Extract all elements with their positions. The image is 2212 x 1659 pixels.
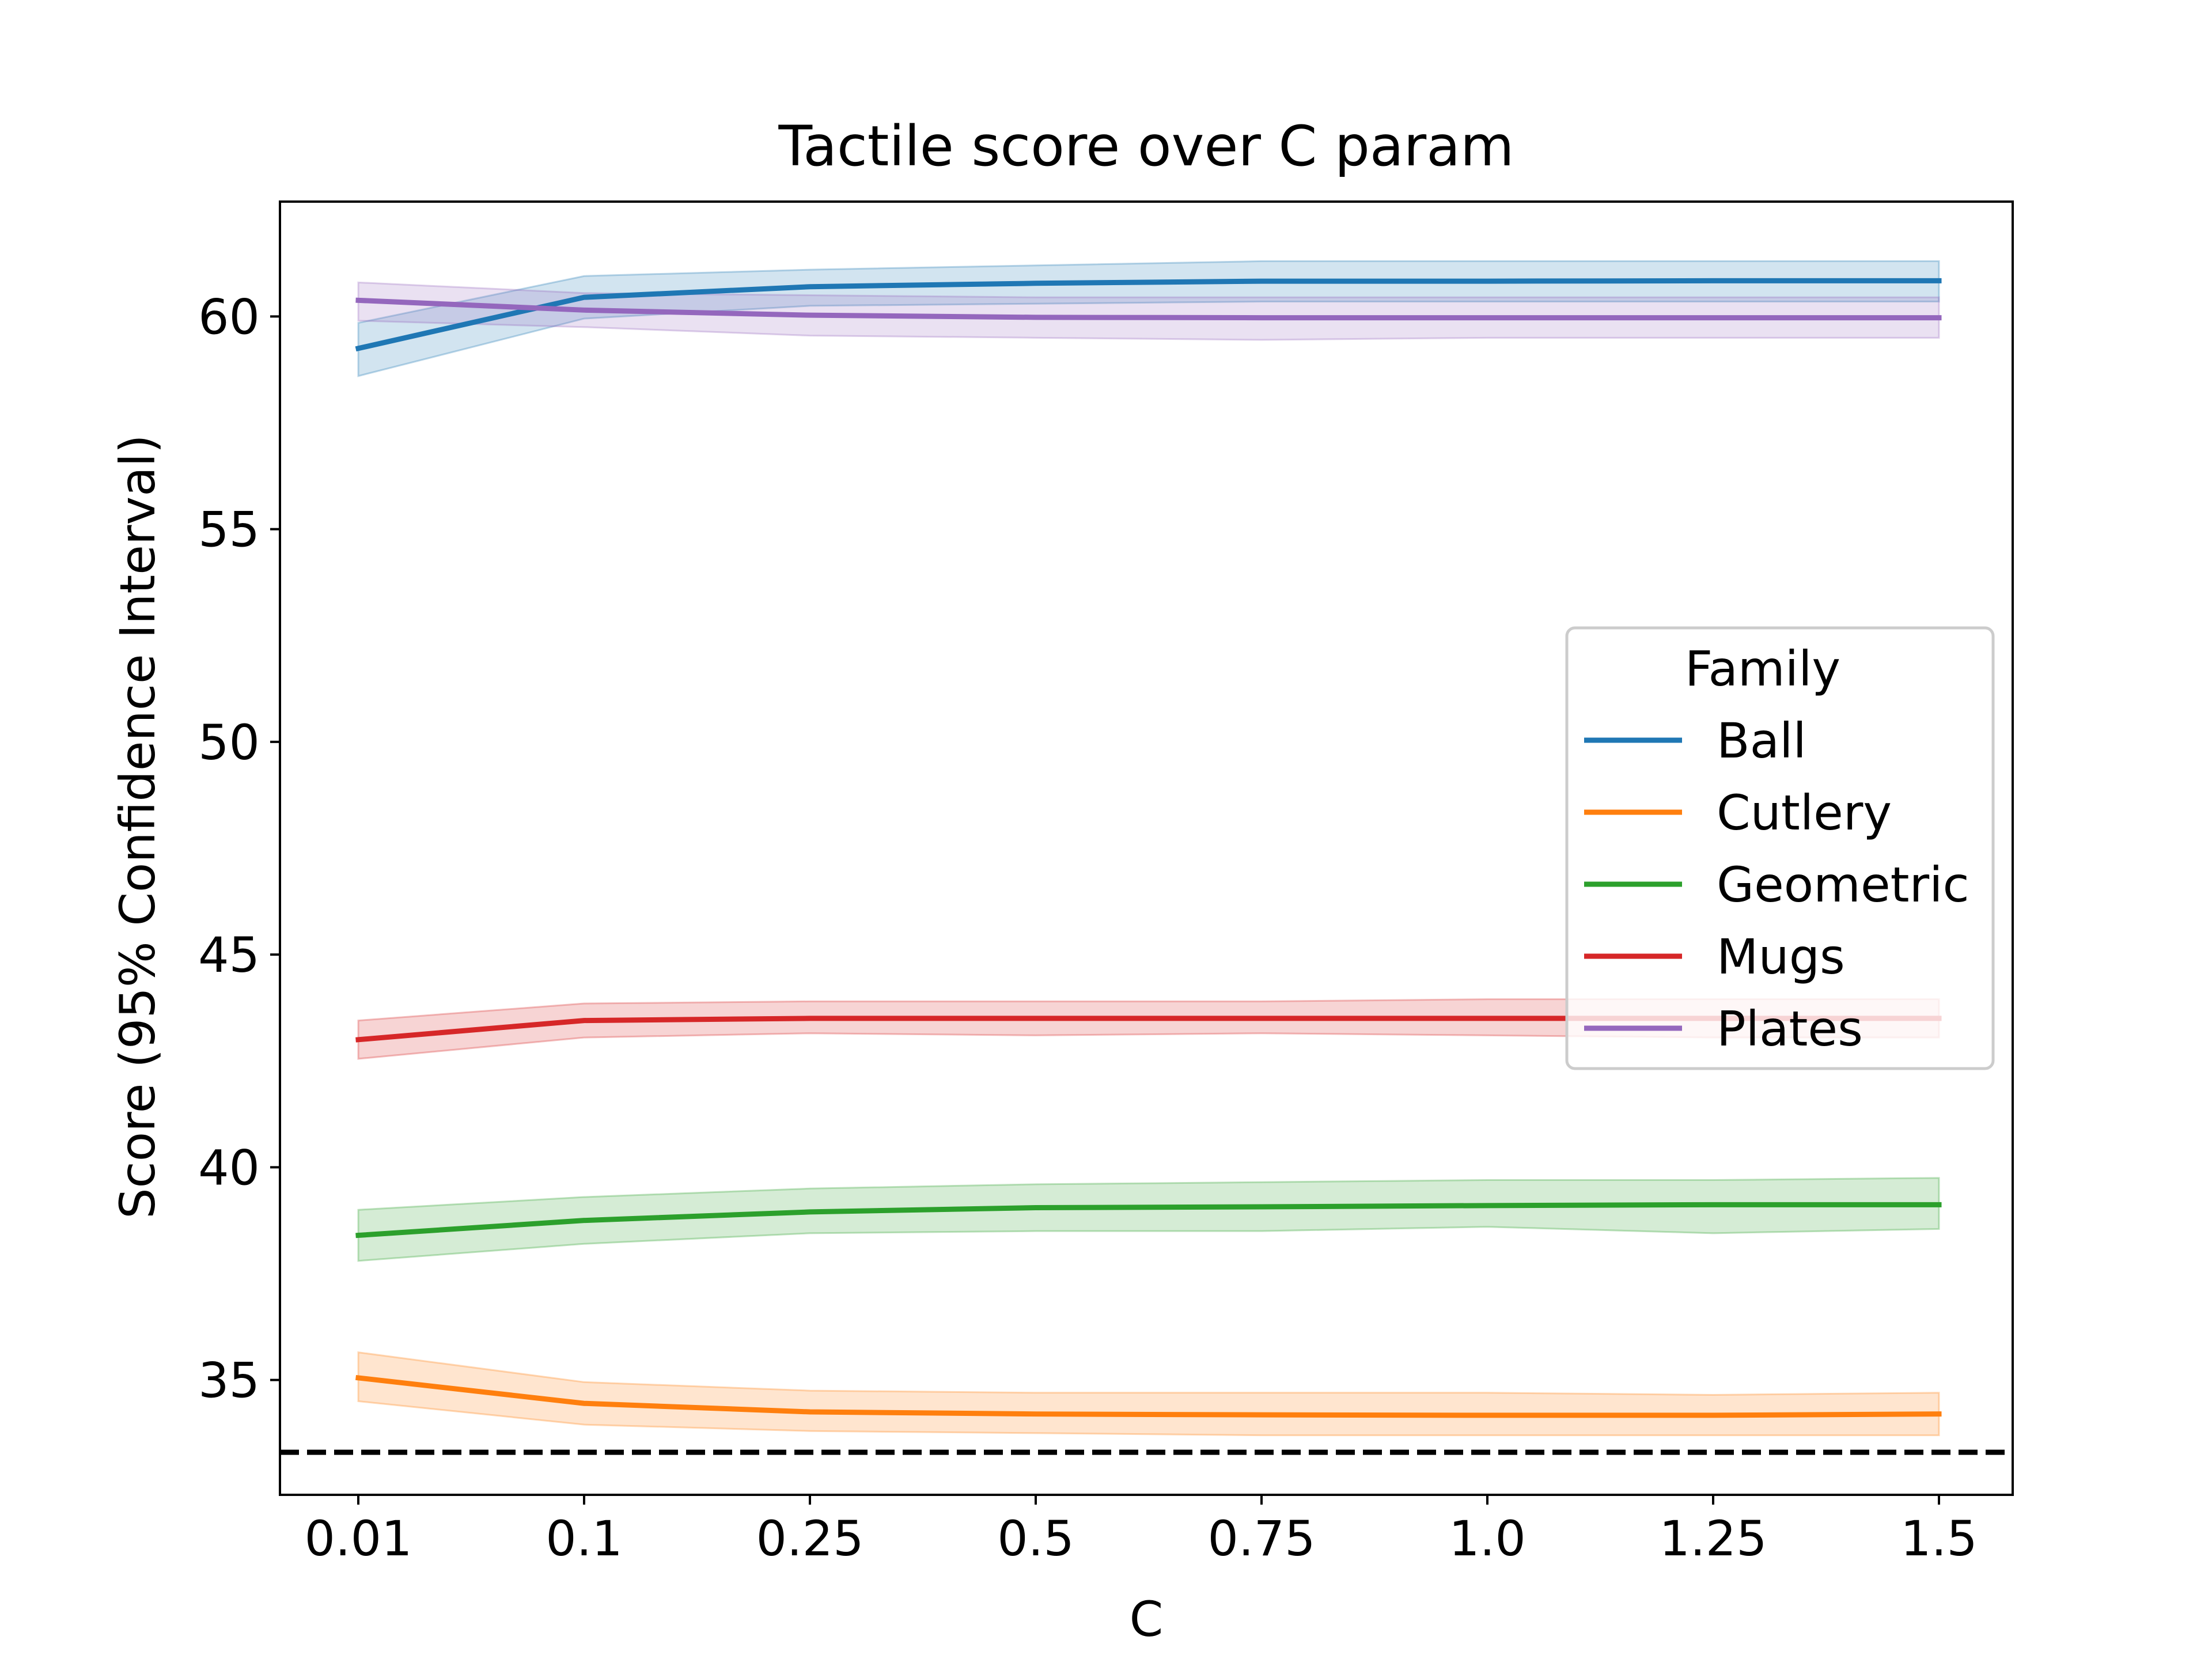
- x-tick-label: 0.75: [1207, 1510, 1315, 1567]
- legend-label-geometric: Geometric: [1717, 857, 1969, 913]
- x-tick-label: 0.25: [756, 1510, 863, 1567]
- legend-label-mugs: Mugs: [1717, 929, 1845, 985]
- ci-band-geometric: [357, 1177, 1940, 1262]
- series-line-geometric: [355, 1202, 1942, 1238]
- y-tick-label: 55: [198, 502, 260, 558]
- chart-title: Tactile score over C param: [778, 114, 1514, 179]
- x-tick-label: 1.25: [1659, 1510, 1767, 1567]
- x-tick-label: 0.01: [304, 1510, 412, 1567]
- y-axis-label: Score (95% Confidence Interval): [109, 434, 166, 1219]
- x-tick-label: 1.0: [1449, 1510, 1526, 1567]
- axes-frame: [279, 200, 2014, 1496]
- series-line-plates: [355, 297, 1942, 321]
- legend-label-plates: Plates: [1717, 1001, 1863, 1057]
- y-tick-label: 60: [198, 289, 260, 345]
- x-tick-label: 1.5: [1900, 1510, 1978, 1567]
- legend-label-cutlery: Cutlery: [1717, 785, 1892, 841]
- x-tick-label: 0.1: [546, 1510, 623, 1567]
- series-line-ball: [355, 278, 1942, 352]
- x-axis-label: C: [1130, 1591, 1164, 1647]
- series-line-cutlery: [355, 1374, 1942, 1418]
- x-tick-label: 0.5: [997, 1510, 1074, 1567]
- ci-band-plates: [357, 281, 1940, 341]
- legend-title: Family: [1685, 641, 1840, 697]
- y-tick-label: 45: [198, 927, 260, 983]
- y-tick-label: 40: [198, 1139, 260, 1196]
- y-tick-label: 35: [198, 1353, 260, 1409]
- y-tick-label: 50: [198, 714, 260, 771]
- legend: Family Ball Cutlery Geometric Mugs Plates: [1565, 626, 1995, 1070]
- legend-label-ball: Ball: [1717, 713, 1806, 769]
- plot-area: 0.01 0.1 0.25 0.5 0.75 1.0 1.25 1.5 35 40 45 50 55 60: [198, 200, 2014, 1567]
